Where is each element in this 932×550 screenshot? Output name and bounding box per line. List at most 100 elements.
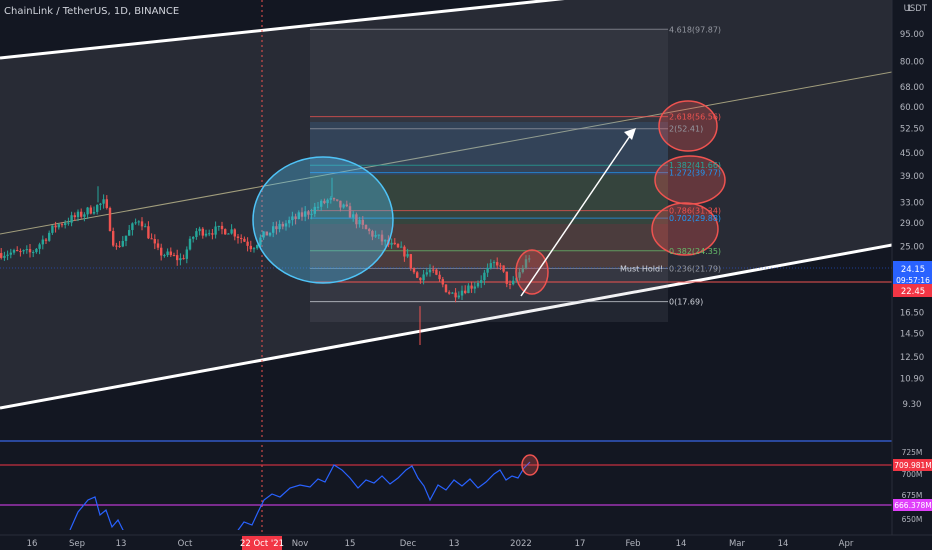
price-tick-label: 33.00 (900, 198, 924, 208)
candle-body (0, 253, 3, 258)
time-tick-label: Mar (729, 539, 746, 549)
price-channel[interactable] (0, 0, 892, 410)
candle-body (422, 274, 425, 281)
candle-body (179, 258, 182, 261)
price-tick-label: 80.00 (900, 57, 924, 67)
candle-body (182, 258, 185, 260)
annotations[interactable]: Must Hold! (252, 100, 726, 297)
candle-body (384, 239, 387, 242)
candle-body (70, 215, 73, 223)
candle-body (76, 211, 80, 218)
candle-body (284, 223, 288, 227)
price-axis[interactable]: 1 USDT 95.00 80.00 68.00 60.00 52.50 45.00 39.… (891, 0, 932, 535)
candle-body (192, 236, 195, 239)
candle-body (505, 271, 508, 284)
candle-body (211, 233, 214, 235)
candle-body (272, 226, 275, 233)
obv-line[interactable] (69, 461, 531, 533)
price-tick-label: 39.00 (900, 172, 924, 182)
obv-ellipse[interactable] (521, 454, 539, 476)
channel-upper-line[interactable] (0, 0, 892, 60)
time-tick-label: 15 (345, 539, 356, 549)
obv-tick-label: 650M (902, 515, 923, 524)
projection-arrow-line[interactable] (520, 132, 633, 297)
channel-fill (0, 0, 892, 408)
price-tick-label: 9.30 (903, 400, 922, 410)
candle-body (124, 235, 128, 241)
candle-body (86, 207, 89, 215)
price-tick-label: 16.50 (900, 309, 924, 319)
candle-body (294, 216, 297, 220)
candle-body (195, 231, 198, 237)
candle-body (502, 265, 505, 272)
channel-mid-line[interactable] (0, 71, 892, 235)
candle-body (291, 216, 294, 221)
candle-body (268, 232, 272, 236)
candle-body (16, 250, 19, 252)
candle-body (486, 267, 489, 273)
candle-body (137, 221, 140, 223)
candle-body (188, 238, 192, 250)
highlight-ellipse[interactable] (252, 156, 394, 284)
candle-body (400, 246, 403, 248)
candle-body (275, 226, 278, 230)
fib-label-0.702: 0.702(29.88) (669, 214, 721, 223)
price-tick-label: 52.50 (900, 124, 924, 134)
candle-body (220, 225, 224, 230)
currency-prefix: 1 (907, 4, 912, 14)
candle-body (345, 204, 348, 207)
candle-body (163, 255, 166, 257)
candle-body (441, 279, 444, 285)
time-axis[interactable]: 16 Sep 13 Oct 22 Oct '21 Nov 15 Dec 13 2022 17 Feb 1… (0, 534, 932, 550)
candle-body (358, 219, 361, 225)
candle-body (512, 280, 515, 285)
candle-body (54, 225, 57, 228)
candle-body (240, 238, 243, 240)
candle-body (19, 251, 22, 253)
fib-zone-bottom (310, 267, 668, 322)
marked-price-badge (893, 284, 932, 297)
candle-body (249, 245, 252, 250)
target-ellipse-3[interactable] (651, 202, 719, 256)
candle-body (9, 252, 12, 255)
candle-body (521, 267, 524, 273)
current-ellipse[interactable] (515, 249, 549, 295)
fib-labels: 4.618(97.87) 2.618(56.56) 2(52.41) 1.382(41… (669, 25, 721, 306)
candle-body (467, 285, 470, 294)
fib-label-2: 2(52.41) (669, 125, 703, 134)
candle-body (329, 198, 332, 200)
date-marker-label: 22 Oct '21 (240, 539, 284, 549)
candle-body (108, 207, 112, 232)
candle-body (227, 233, 230, 235)
time-tick-label: 14 (676, 539, 687, 549)
candle-body (262, 231, 265, 238)
candle-body (198, 228, 201, 232)
candle-body (528, 258, 531, 260)
target-ellipse-1[interactable] (658, 100, 718, 152)
candle-body (112, 231, 115, 246)
time-tick-label: Apr (839, 539, 854, 549)
candle-body (150, 238, 153, 240)
candle-body (390, 242, 393, 245)
fib-extension[interactable] (310, 30, 668, 322)
candle-body (99, 203, 102, 205)
candle-body (156, 243, 160, 248)
candle-body (412, 268, 416, 273)
price-tick-label: 12.50 (900, 353, 924, 363)
fib-label-0.786: 0.786(31.34) (669, 207, 721, 216)
time-tick-label: 17 (575, 539, 586, 549)
time-tick-label: 14 (778, 539, 789, 549)
channel-lower-line[interactable] (0, 243, 892, 410)
candle-body (480, 280, 483, 283)
candles (0, 177, 531, 345)
candle-body (281, 223, 284, 227)
fib-label-0.236: 0.236(21.79) (669, 264, 721, 273)
candle-body (128, 230, 131, 236)
last-price-badge (893, 261, 932, 287)
candle-body (278, 223, 281, 230)
price-tick-label: 45.00 (900, 149, 924, 159)
candle-body (300, 212, 304, 217)
